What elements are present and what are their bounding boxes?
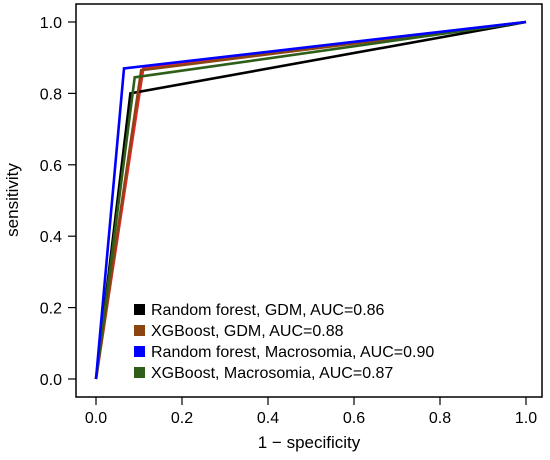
axis-ticks: 0.0 0.2 0.4 0.6 0.8 1.0 0.0 0.2 0.4 0.6 0.8 1.0 — [40, 15, 537, 427]
y-tick-label: 0.6 — [40, 158, 62, 175]
x-tick-label: 0.8 — [429, 410, 451, 427]
legend-swatch — [134, 346, 145, 357]
legend: Random forest, GDM, AUC=0.86 XGBoost, GDM… — [134, 302, 434, 382]
x-tick-label: 0.2 — [171, 410, 193, 427]
legend-label: XGBoost, GDM, AUC=0.88 — [151, 323, 344, 340]
y-tick-label: 0.8 — [40, 86, 62, 103]
x-tick-label: 0.0 — [85, 410, 107, 427]
legend-label: Random forest, GDM, AUC=0.86 — [151, 302, 385, 319]
legend-label: Random forest, Macrosomia, AUC=0.90 — [151, 344, 434, 361]
series-lines — [94, 20, 527, 380]
y-tick-label: 0.0 — [40, 372, 62, 389]
y-tick-label: 0.2 — [40, 301, 62, 318]
x-tick-label: 0.6 — [343, 410, 365, 427]
legend-swatch — [134, 304, 145, 315]
legend-swatch — [134, 325, 145, 336]
x-tick-label: 0.4 — [257, 410, 279, 427]
plot-frame — [75, 3, 543, 398]
legend-swatch — [134, 367, 145, 378]
y-tick-label: 1.0 — [40, 15, 62, 32]
roc-line-series-3 — [94, 20, 527, 380]
x-tick-label: 1.0 — [515, 410, 537, 427]
y-axis-title: sensitivity — [3, 163, 22, 237]
roc-line-series-4 — [94, 20, 527, 380]
legend-label: XGBoost, Macrosomia, AUC=0.87 — [151, 365, 393, 382]
x-axis-title: 1 − specificity — [258, 433, 361, 452]
y-tick-label: 0.4 — [40, 229, 62, 246]
